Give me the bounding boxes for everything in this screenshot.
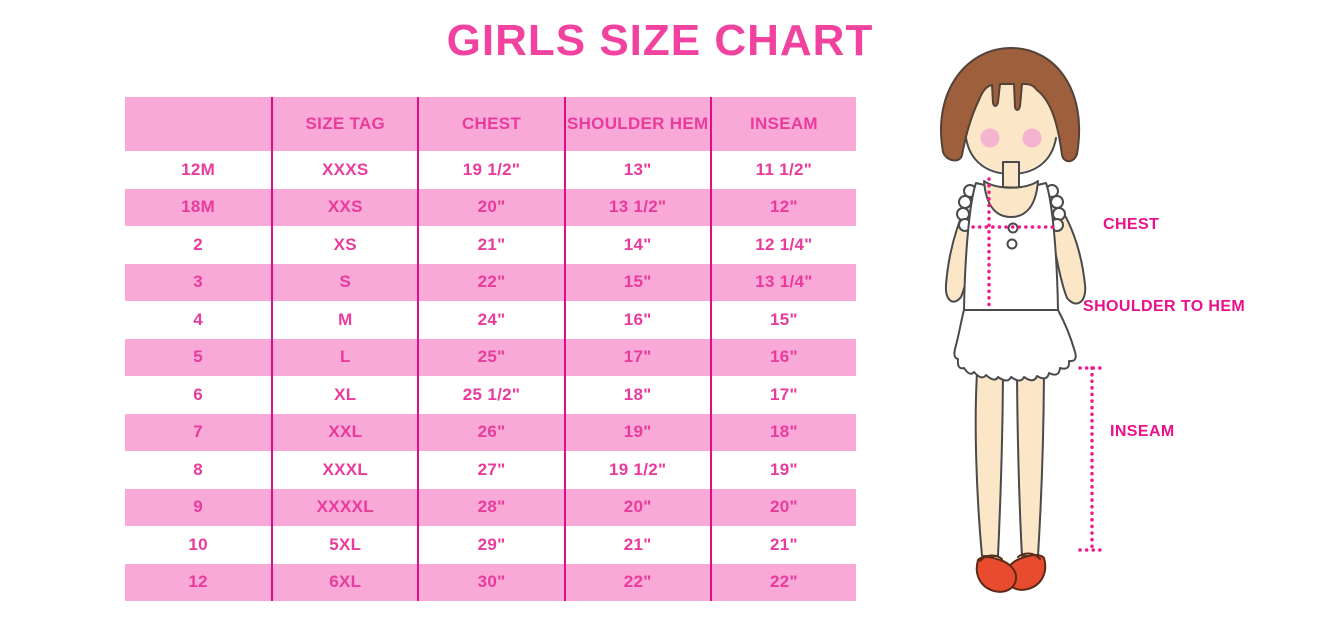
girl-shoes [975,552,1047,593]
table-cell: 19" [563,413,710,451]
table-row: 3 S 22" 15" 13 1/4" [125,263,856,301]
table-cell: 6XL [271,563,417,601]
table-cell: 17" [563,338,710,376]
girl-skirt [953,309,1077,382]
page-title: GIRLS SIZE CHART [446,16,874,65]
table-cell: 26" [417,413,563,451]
girl-face [964,82,1058,175]
table-row: 6 XL 25 1/2" 18" 17" [125,376,856,414]
table-cell: XL [271,376,417,414]
table-cell: XS [271,226,417,264]
table-cell: 6 [193,384,203,404]
girl-blush [980,128,1042,148]
table-cell: 20" [563,488,710,526]
table-cell: 12 1/4" [709,226,856,264]
table-cell: 10 [188,534,208,554]
table-cell: 22" [563,563,710,601]
table-row: 10 5XL 29" 21" 21" [125,526,856,564]
table-row: 5 L 25" 17" 16" [125,338,856,376]
table-cell: 25" [417,338,563,376]
girl-illustration [940,47,1106,593]
table-row: 12 6XL 30" 22" 22" [125,563,856,601]
header-cell-inseam: INSEAM [709,97,856,151]
table-cell: 16" [709,338,856,376]
shoulder-to-hem-label: SHOULDER TO HEM [1083,298,1246,315]
table-row: 9 XXXXL 28" 20" 20" [125,488,856,526]
table-cell: 13 1/4" [709,263,856,301]
table-cell: S [271,263,417,301]
table-cell: L [271,338,417,376]
table-cell: 12M [181,159,216,179]
table-row: 2 XS 21" 14" 12 1/4" [125,226,856,264]
table-cell: 19" [709,451,856,489]
header-cell-shoulder-hem: SHOULDER HEM [563,97,710,151]
table-cell: 13 1/2" [563,188,710,226]
table-cell: 9 [193,497,203,517]
girl-hair [940,47,1081,163]
table-cell: 21" [417,226,563,264]
table-cell: 20" [709,488,856,526]
table-cell: XXL [271,413,417,451]
measurement-lines [971,177,1106,552]
table-cell: 16" [563,301,710,339]
table-row: 8 XXXL 27" 19 1/2" 19" [125,451,856,489]
table-cell: 3 [193,272,203,292]
girl-legs [974,357,1045,557]
table-row: 4 M 24" 16" 15" [125,301,856,339]
table-cell: 24" [417,301,563,339]
table-cell: 4 [193,309,203,329]
table-cell: 21" [563,526,710,564]
header-cell-chest: CHEST [417,97,563,151]
table-cell: 19 1/2" [417,151,563,189]
table-cell: XXXL [271,451,417,489]
table-cell: XXS [271,188,417,226]
table-cell: 30" [417,563,563,601]
table-header-row: SIZE TAG CHEST SHOULDER HEM INSEAM [125,97,856,151]
table-cell: 18" [563,376,710,414]
table-cell: 28" [417,488,563,526]
girl-buttons [1006,222,1019,250]
table-cell: 7 [193,422,203,442]
table-cell: 13" [563,151,710,189]
table-cell: XXXXL [271,488,417,526]
girl-neckline [983,180,1039,218]
table-cell: 29" [417,526,563,564]
table-row: 7 XXL 26" 19" 18" [125,413,856,451]
table-cell: 12" [709,188,856,226]
table-cell: 22" [417,263,563,301]
table-cell: 21" [709,526,856,564]
table-cell: 12 [188,572,208,592]
table-cell: 27" [417,451,563,489]
table-cell: 11 1/2" [709,151,856,189]
table-cell: 2 [193,234,203,254]
table-cell: 8 [193,459,203,479]
inseam-label: INSEAM [1110,423,1175,440]
table-cell: 18M [181,197,216,217]
table-cell: 18" [709,413,856,451]
size-chart-table: SIZE TAG CHEST SHOULDER HEM INSEAM 12M XX… [125,97,856,601]
table-cell: 20" [417,188,563,226]
table-cell: 22" [709,563,856,601]
table-cell: M [271,301,417,339]
header-cell-size-tag: SIZE TAG [271,97,417,151]
table-cell: 15" [563,263,710,301]
table-cell: 17" [709,376,856,414]
table-row: 18M XXS 20" 13 1/2" 12" [125,188,856,226]
table-cell: XXXS [271,151,417,189]
table-cell: 19 1/2" [563,451,710,489]
table-cell: 5 [193,347,203,367]
size-table-body: 12M XXXS 19 1/2" 13" 11 1/2" 18M XXS 20" 13 1/2"… [125,151,856,601]
table-row: 12M XXXS 19 1/2" 13" 11 1/2" [125,151,856,189]
table-cell: 14" [563,226,710,264]
table-cell: 25 1/2" [417,376,563,414]
header-cell-size [125,97,271,151]
table-cell: 5XL [271,526,417,564]
table-cell: 15" [709,301,856,339]
chest-label: CHEST [1103,216,1160,233]
